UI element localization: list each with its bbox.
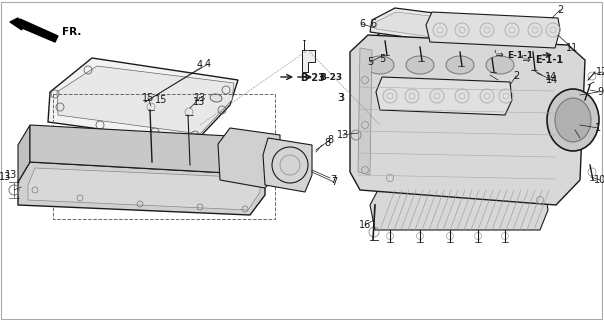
Text: 7: 7 [330, 175, 336, 185]
Polygon shape [218, 128, 280, 188]
Text: 13: 13 [5, 170, 18, 180]
Ellipse shape [210, 94, 222, 102]
Text: 15: 15 [155, 95, 167, 105]
Text: 1: 1 [595, 123, 601, 133]
Text: 8: 8 [324, 138, 330, 148]
Polygon shape [57, 66, 234, 134]
Polygon shape [375, 21, 520, 68]
Text: 15: 15 [142, 93, 154, 103]
Polygon shape [426, 12, 560, 48]
Text: E-1-1: E-1-1 [507, 51, 533, 60]
Polygon shape [358, 48, 372, 175]
Text: 9: 9 [597, 87, 603, 97]
Polygon shape [18, 125, 30, 182]
Polygon shape [370, 8, 520, 50]
Ellipse shape [366, 56, 394, 74]
Ellipse shape [486, 56, 514, 74]
Ellipse shape [547, 89, 599, 151]
Text: 3: 3 [338, 93, 344, 103]
Polygon shape [15, 19, 58, 42]
Polygon shape [302, 50, 315, 72]
Text: 4: 4 [205, 59, 211, 69]
Text: 4: 4 [197, 60, 203, 70]
Text: 3: 3 [337, 93, 343, 103]
Text: 8: 8 [327, 135, 333, 145]
Polygon shape [370, 190, 548, 230]
Text: 13: 13 [337, 130, 349, 140]
Text: 12: 12 [596, 67, 604, 77]
Text: 14: 14 [546, 75, 558, 85]
Text: '⇒: '⇒ [520, 55, 531, 65]
Bar [53, 94, 275, 219]
Polygon shape [376, 12, 515, 46]
Text: 2: 2 [513, 71, 519, 81]
Text: 6: 6 [359, 19, 365, 29]
Text: FR.: FR. [62, 27, 82, 37]
Polygon shape [380, 25, 516, 64]
Text: 14: 14 [545, 72, 557, 82]
Text: 5: 5 [367, 57, 373, 67]
Text: 13: 13 [193, 97, 205, 107]
Text: 6: 6 [370, 19, 376, 29]
Ellipse shape [446, 56, 474, 74]
Polygon shape [30, 125, 265, 175]
Text: '⇒: '⇒ [493, 50, 504, 60]
Polygon shape [18, 162, 265, 215]
Polygon shape [350, 35, 585, 205]
Polygon shape [48, 58, 238, 142]
Polygon shape [10, 18, 22, 30]
Text: 13: 13 [0, 172, 11, 182]
Polygon shape [376, 77, 512, 115]
Ellipse shape [406, 56, 434, 74]
Text: 11: 11 [566, 43, 578, 53]
Text: 13: 13 [194, 93, 206, 103]
Text: 10: 10 [594, 175, 604, 185]
Text: B-23: B-23 [319, 73, 342, 82]
Text: 7: 7 [331, 177, 337, 187]
Text: 16: 16 [359, 220, 371, 230]
Text: 2: 2 [557, 5, 563, 15]
Ellipse shape [555, 98, 591, 142]
Text: 5: 5 [379, 54, 385, 64]
Polygon shape [28, 168, 260, 210]
Text: E-1-1: E-1-1 [535, 55, 563, 65]
Text: B-23: B-23 [300, 73, 325, 83]
Polygon shape [263, 138, 312, 192]
